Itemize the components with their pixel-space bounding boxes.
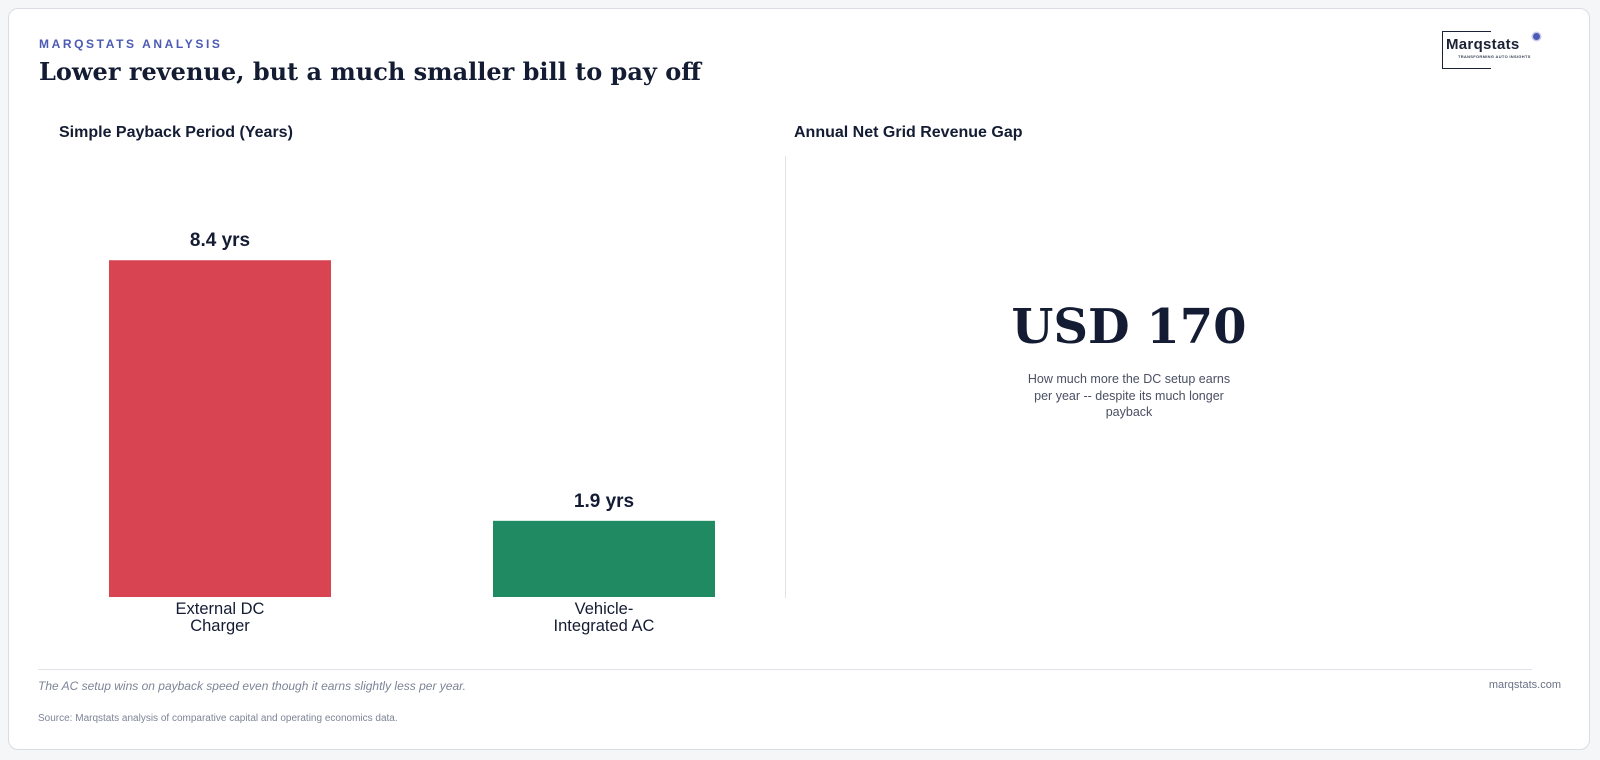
bar-value-label-0: 8.4 yrs	[190, 230, 250, 251]
chart-card: MARQSTATS ANALYSIS Lower revenue, but a …	[8, 8, 1590, 750]
logo-frame	[1442, 31, 1491, 69]
revenue-gap-caption: How much more the DC setup earns per yea…	[1027, 372, 1231, 419]
payback-chart-title: Simple Payback Period (Years)	[59, 124, 293, 141]
kicker: MARQSTATS ANALYSIS	[39, 37, 223, 51]
category-label-1: Vehicle-Integrated AC	[554, 600, 655, 635]
logo-dot-icon	[1533, 33, 1540, 40]
brand-logo: Marqstats TRANSFORMING AUTO INSIGHTS	[1442, 31, 1540, 71]
revenue-gap-title: Annual Net Grid Revenue Gap	[794, 124, 1023, 141]
bar-value-label-1: 1.9 yrs	[574, 491, 634, 512]
category-label-0: External DC Charger	[176, 600, 265, 635]
footer-note: The AC setup wins on payback speed even …	[38, 679, 467, 693]
source-note: Source: Marqstats analysis of comparativ…	[38, 713, 398, 724]
footer-divider	[38, 669, 1532, 670]
panel-divider	[785, 156, 786, 598]
page-title: Lower revenue, but a much smaller bill t…	[39, 57, 701, 86]
bar-1	[493, 520, 715, 597]
footer-site-link[interactable]: marqstats.com	[1488, 679, 1561, 691]
revenue-gap-value: USD 170	[1011, 299, 1247, 355]
logo-tagline: TRANSFORMING AUTO INSIGHTS	[1458, 54, 1531, 59]
payback-bar-chart: 8.4 yrs External DC Charger 1.9 yrs Vehicle-…	[109, 230, 715, 635]
logo-wordmark: Marqstats	[1446, 36, 1522, 53]
bar-0	[109, 260, 331, 597]
